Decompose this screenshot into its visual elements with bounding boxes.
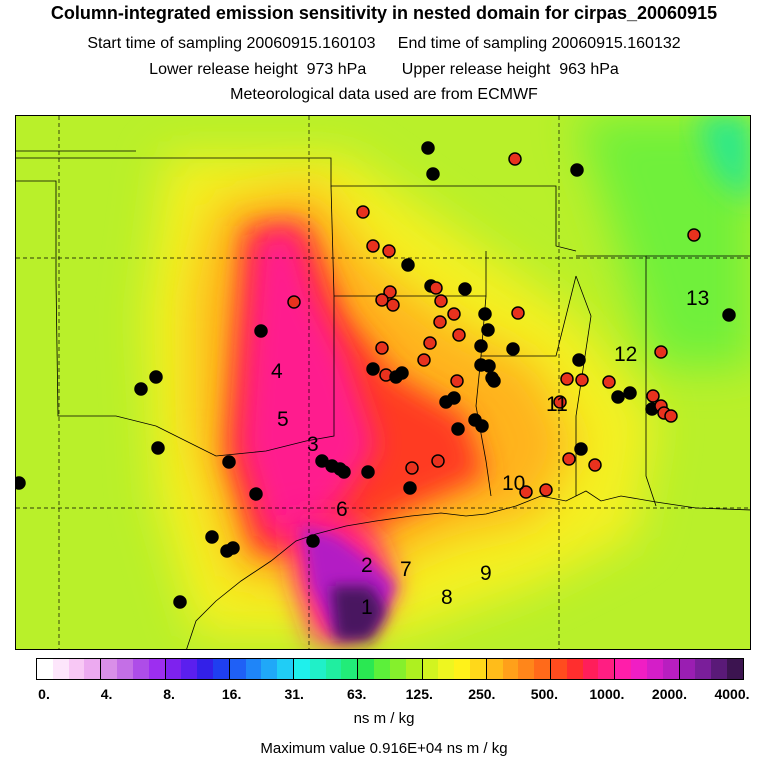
plot-title: Column-integrated emission sensitivity i… <box>50 3 718 23</box>
colorbar-swatch <box>438 659 455 679</box>
colorbar <box>36 658 744 680</box>
colorbar-swatch <box>212 659 230 679</box>
colorbar-swatch <box>68 659 85 679</box>
region-label-6: 6 <box>336 498 348 521</box>
colorbar-swatch <box>245 659 262 679</box>
maximum-value: Maximum value 0.916E+04 ns m / kg <box>260 740 508 757</box>
colorbar-swatch <box>309 659 326 679</box>
region-label-8: 8 <box>441 586 453 609</box>
map-borders <box>16 150 750 649</box>
colorbar-swatch <box>631 659 647 679</box>
colorbar-swatch <box>695 659 712 679</box>
colorbar-swatch <box>615 659 632 679</box>
colorbar-swatch <box>294 659 310 679</box>
release-height-line: Lower release height 973 hPa Upper relea… <box>149 61 619 78</box>
colorbar-swatch <box>598 659 616 679</box>
colorbar-tick-label: 125. <box>405 686 433 702</box>
colorbar-swatch <box>148 659 166 679</box>
colorbar-tick-label: 0. <box>38 686 50 702</box>
colorbar-swatch <box>261 659 278 679</box>
colorbar-swatch <box>566 659 583 679</box>
colorbar-swatch <box>582 659 599 679</box>
region-label-4: 4 <box>271 360 283 383</box>
station-markers <box>16 141 736 609</box>
region-label-2: 2 <box>361 554 373 577</box>
colorbar-swatch <box>37 659 53 679</box>
colorbar-swatch <box>277 659 294 679</box>
colorbar-swatch <box>84 659 102 679</box>
region-label-13: 13 <box>686 287 709 310</box>
region-label-11: 11 <box>546 393 568 416</box>
colorbar-swatch <box>405 659 423 679</box>
colorbar-swatch <box>646 659 663 679</box>
colorbar-swatch <box>132 659 149 679</box>
colorbar-swatch <box>358 659 375 679</box>
grid-lines <box>16 116 750 649</box>
colorbar-swatch <box>662 659 680 679</box>
colorbar-swatch <box>52 659 69 679</box>
colorbar-tick-label: 1000. <box>589 686 625 702</box>
region-label-5: 5 <box>277 408 289 431</box>
colorbar-tick-label: 31. <box>284 686 304 702</box>
colorbar-swatch <box>422 659 439 679</box>
colorbar-tick-label: 16. <box>221 686 242 702</box>
colorbar-tick-label: 250. <box>468 686 496 702</box>
colorbar-swatch <box>726 659 743 679</box>
region-label-12: 12 <box>614 343 637 366</box>
colorbar-tick-label: 4. <box>100 686 113 702</box>
region-labels: 1 2 3 4 5 6 7 8 9 10 11 12 13 <box>271 287 709 619</box>
colorbar-tick-label: 4000. <box>714 686 750 702</box>
colorbar-swatch <box>229 659 246 679</box>
region-label-10: 10 <box>502 472 525 495</box>
colorbar-tick-label: 2000. <box>651 686 687 702</box>
colorbar-swatch <box>551 659 567 679</box>
sensitivity-field <box>16 116 750 649</box>
colorbar-swatch <box>325 659 342 679</box>
sampling-time-line: Start time of sampling 20060915.160103 E… <box>87 35 681 52</box>
colorbar-ticks: 0. 4. 8. 16. 31. 63. 125. 250. 500. 1000. 2000. 400… <box>0 686 768 706</box>
colorbar-tick-label: 63. <box>346 686 367 702</box>
colorbar-swatch <box>181 659 198 679</box>
region-label-7: 7 <box>400 558 412 581</box>
colorbar-swatch <box>197 659 213 679</box>
colorbar-swatch <box>486 659 503 679</box>
region-label-1: 1 <box>361 596 373 619</box>
colorbar-swatch <box>374 659 390 679</box>
colorbar-swatch <box>502 659 519 679</box>
colorbar-tick-label: 8. <box>163 686 175 702</box>
colorbar-swatch <box>534 659 551 679</box>
colorbar-swatch <box>679 659 696 679</box>
colorbar-tick-label: 500. <box>530 686 558 702</box>
colorbar-swatch <box>101 659 118 679</box>
colorbar-swatch <box>711 659 727 679</box>
colorbar-units: ns m / kg <box>353 710 415 727</box>
region-label-3: 3 <box>307 433 319 456</box>
colorbar-swatch <box>117 659 133 679</box>
colorbar-swatch <box>165 659 182 679</box>
colorbar-swatch <box>341 659 359 679</box>
colorbar-swatch <box>518 659 535 679</box>
sensitivity-map: 1 2 3 4 5 6 7 8 9 10 11 12 13 <box>15 115 751 650</box>
colorbar-swatch <box>389 659 406 679</box>
met-data-line: Meteorological data used are from ECMWF <box>230 86 538 103</box>
colorbar-swatch <box>469 659 487 679</box>
region-label-9: 9 <box>480 562 492 585</box>
colorbar-swatch <box>454 659 470 679</box>
